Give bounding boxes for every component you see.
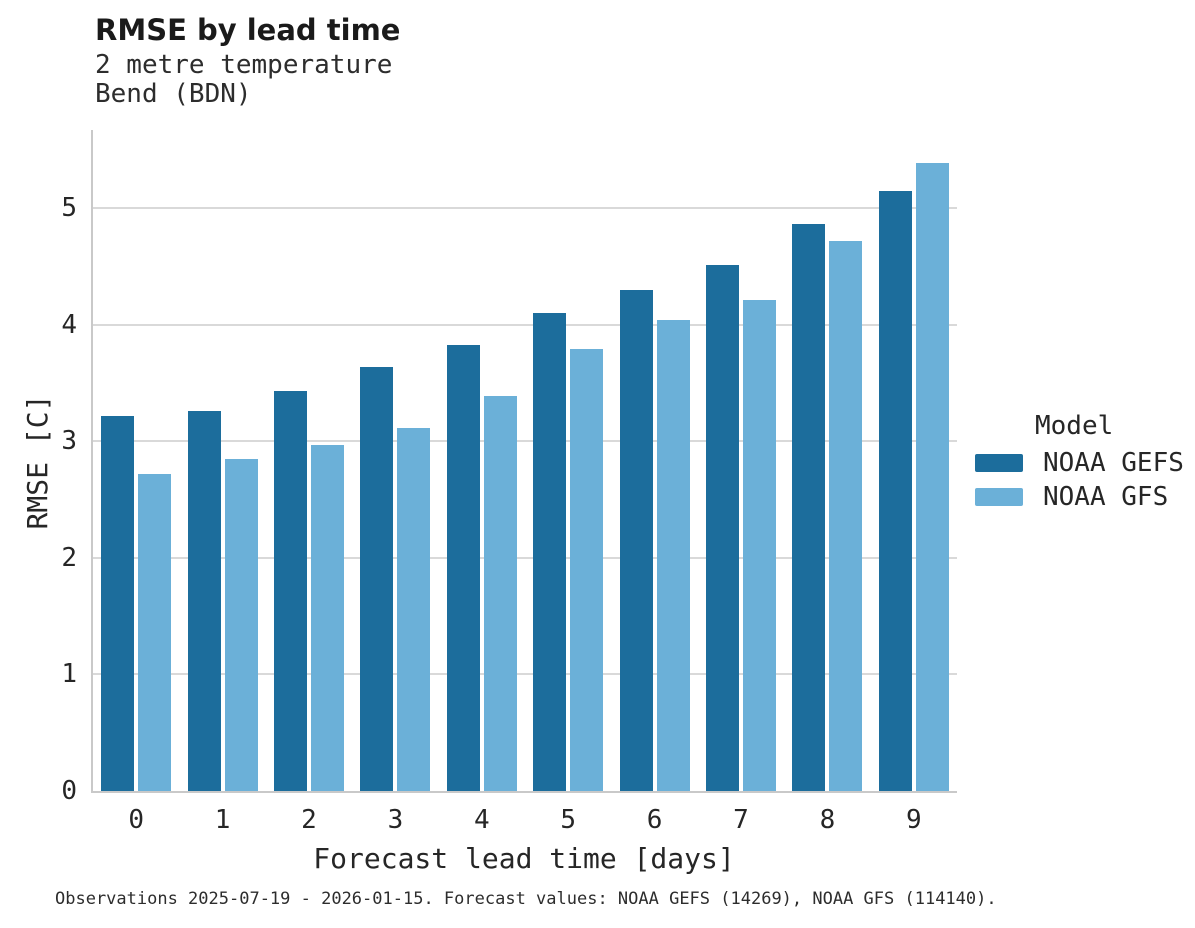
- caption: Observations 2025-07-19 - 2026-01-15. Fo…: [55, 889, 997, 909]
- x-tick-label: 4: [473, 805, 490, 835]
- bar-noaa-gefs: [446, 344, 480, 791]
- bar-noaa-gefs: [187, 410, 221, 791]
- y-tick-label: 4: [61, 309, 77, 340]
- plot-area: [91, 130, 957, 793]
- bar-noaa-gfs: [656, 320, 690, 791]
- y-tick-label: 3: [61, 426, 77, 457]
- x-tick-label: 8: [819, 805, 836, 835]
- x-tick-label: 7: [733, 805, 749, 835]
- gridline-1: [93, 673, 957, 676]
- legend-label: NOAA GEFS: [1043, 448, 1184, 478]
- y-tick-label: 1: [61, 659, 77, 690]
- bar-noaa-gfs: [743, 300, 776, 791]
- x-tick-label: 5: [560, 805, 577, 835]
- bar-noaa-gfs: [138, 473, 172, 791]
- bar-noaa-gefs: [533, 313, 567, 791]
- bar-noaa-gefs: [619, 289, 653, 791]
- x-tick-label: 3: [387, 805, 404, 835]
- x-tick-label: 2: [301, 805, 317, 835]
- gridline-5: [93, 207, 957, 210]
- chart-subtitle-station: Bend (BDN): [95, 79, 252, 109]
- chart-subtitle-variable: 2 metre temperature: [95, 50, 393, 80]
- bar-noaa-gefs: [360, 366, 394, 791]
- bar-noaa-gfs: [311, 444, 344, 791]
- bar-noaa-gefs: [878, 190, 912, 791]
- legend-entry-noaa-gfs: NOAA GFS: [975, 484, 1184, 510]
- bar-noaa-gfs: [915, 162, 949, 791]
- x-tick-label: 9: [905, 805, 922, 835]
- bar-noaa-gfs: [570, 349, 604, 791]
- bar-noaa-gefs: [706, 265, 739, 791]
- legend-title: Model: [1035, 411, 1114, 441]
- legend-entries: NOAA GEFS NOAA GFS: [975, 450, 1184, 510]
- bar-noaa-gfs: [483, 395, 517, 791]
- x-tick-label: 6: [646, 805, 663, 835]
- legend: Model NOAA GEFS NOAA GFS: [975, 411, 1184, 510]
- bar-noaa-gfs: [829, 240, 863, 791]
- legend-label: NOAA GFS: [1043, 482, 1169, 512]
- gridline-3: [93, 440, 957, 443]
- x-tick-label: 0: [128, 805, 145, 835]
- bar-noaa-gfs: [397, 428, 431, 791]
- bar-noaa-gefs: [101, 415, 135, 791]
- bar-noaa-gefs: [274, 391, 307, 791]
- bar-noaa-gefs: [792, 224, 826, 791]
- chart-title: RMSE by lead time: [95, 13, 401, 47]
- legend-swatch-noaa-gefs: [975, 454, 1023, 472]
- bar-noaa-gfs: [224, 458, 258, 791]
- x-tick-label: 1: [214, 805, 231, 835]
- y-tick-label: 5: [61, 193, 77, 224]
- legend-swatch-noaa-gfs: [975, 488, 1023, 506]
- y-tick-label: 2: [61, 542, 77, 573]
- gridline-4: [93, 323, 957, 326]
- gridline-2: [93, 556, 957, 559]
- legend-entry-noaa-gefs: NOAA GEFS: [975, 450, 1184, 476]
- x-axis-title: Forecast lead time [days]: [313, 842, 735, 875]
- y-tick-label: 0: [61, 776, 77, 806]
